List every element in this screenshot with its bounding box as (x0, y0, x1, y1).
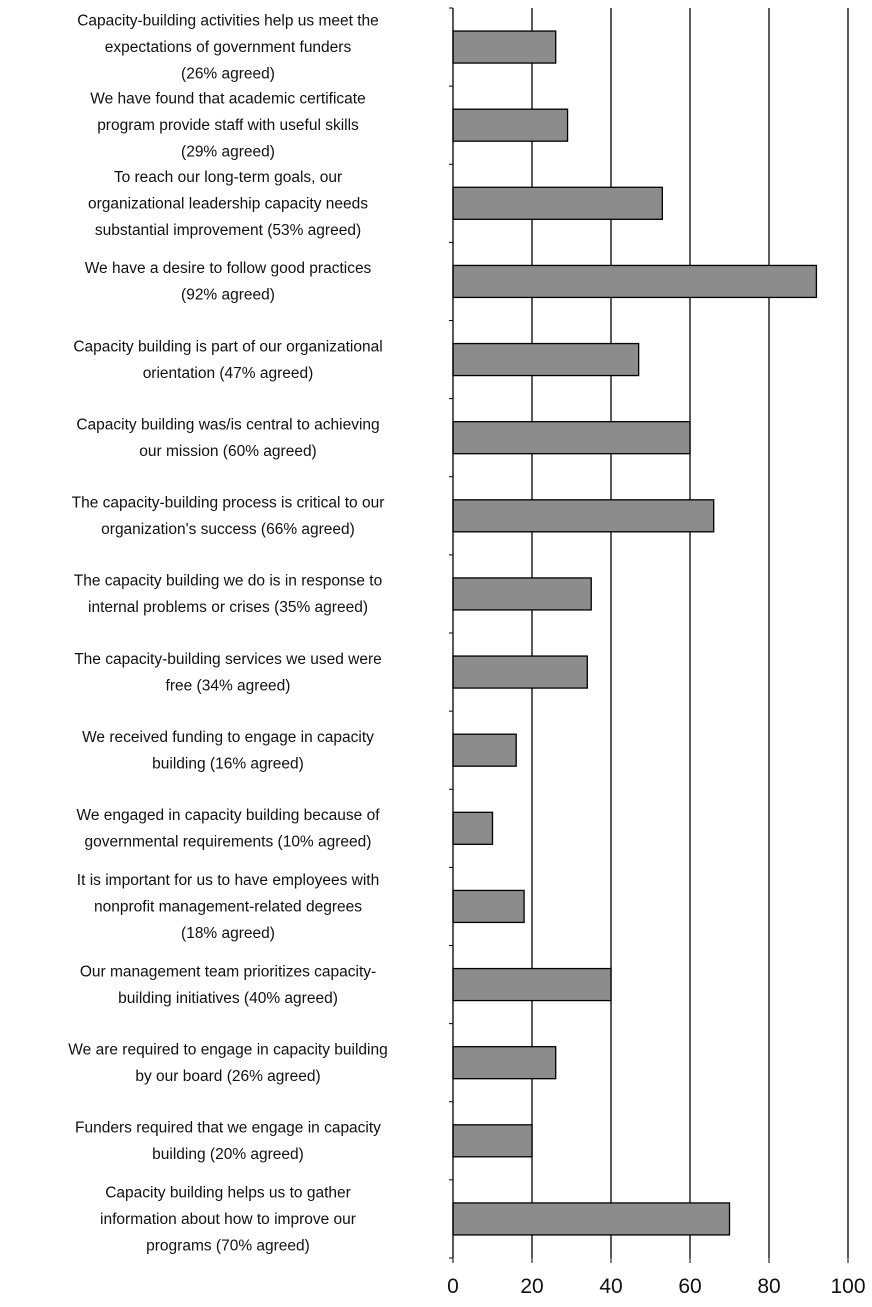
category-label-line: expectations of government funders (105, 39, 352, 56)
bar-3 (452, 186, 664, 220)
category-label-line: internal problems or crises (35% agreed) (88, 599, 368, 616)
category-label-15: Funders required that we engage in capac… (75, 1120, 381, 1164)
axes (449, 7, 849, 1263)
category-label-1: Capacity-building activities help us mee… (77, 13, 379, 83)
bar-13 (452, 967, 612, 1002)
bar-4 (452, 264, 818, 299)
category-label-line: by our board (26% agreed) (135, 1068, 320, 1085)
bar-1 (452, 30, 557, 64)
category-label-line: governmental requirements (10% agreed) (85, 834, 372, 851)
x-tick-label-100: 100 (830, 1275, 865, 1298)
bar-9 (452, 655, 588, 689)
category-label-line: (18% agreed) (181, 925, 275, 942)
category-label-11: We engaged in capacity building because … (76, 807, 380, 851)
bar-7 (452, 499, 715, 533)
category-label-line: Capacity building was/is central to achi… (76, 416, 379, 433)
category-label-line: building (16% agreed) (152, 755, 304, 772)
x-tick-label-20: 20 (520, 1275, 543, 1298)
category-label-line: We received funding to engage in capacit… (82, 729, 374, 746)
category-label-line: building (20% agreed) (152, 1146, 304, 1163)
category-label-line: substantial improvement (53% agreed) (95, 222, 361, 239)
bars (452, 30, 818, 1236)
category-label-line: free (34% agreed) (166, 677, 291, 694)
category-label-10: We received funding to engage in capacit… (82, 729, 374, 773)
category-label-line: Funders required that we engage in capac… (75, 1120, 381, 1137)
category-label-3: To reach our long-term goals, our organiz… (88, 169, 368, 239)
bar-12 (452, 889, 525, 924)
category-label-line: Capacity building is part of our organiz… (73, 338, 382, 355)
category-label-line: orientation (47% agreed) (143, 365, 314, 382)
category-label-line: information about how to improve our (100, 1211, 356, 1228)
category-label-line: (29% agreed) (181, 144, 275, 161)
category-label-8: The capacity building we do is in respon… (74, 573, 382, 617)
x-tick-label-80: 80 (757, 1275, 780, 1298)
category-label-5: Capacity building is part of our organiz… (73, 338, 382, 382)
category-label-line: Capacity-building activities help us mee… (77, 13, 379, 30)
category-label-line: program provide staff with useful skills (97, 117, 359, 134)
category-label-line: nonprofit management-related degrees (94, 898, 362, 915)
category-label-line: (26% agreed) (181, 66, 275, 83)
category-label-line: The capacity-building process is critica… (72, 495, 385, 512)
category-label-line: The capacity-building services we used w… (74, 651, 382, 668)
category-label-line: We have found that academic certificate (90, 91, 365, 108)
category-label-line: programs (70% agreed) (146, 1237, 310, 1254)
category-label-line: our mission (60% agreed) (139, 443, 316, 460)
category-label-12: It is important for us to have employees… (77, 872, 379, 942)
category-label-line: To reach our long-term goals, our (114, 169, 342, 186)
category-label-line: We engaged in capacity building because … (76, 807, 380, 824)
category-label-line: Capacity building helps us to gather (105, 1184, 351, 1201)
category-label-16: Capacity building helps us to gather info… (100, 1184, 356, 1254)
category-label-line: (92% agreed) (181, 287, 275, 304)
category-label-9: The capacity-building services we used w… (74, 651, 382, 695)
category-label-7: The capacity-building process is critica… (72, 495, 385, 539)
x-tick-label-0: 0 (447, 1275, 459, 1298)
bar-14 (452, 1046, 557, 1080)
x-tick-label-60: 60 (678, 1275, 701, 1298)
category-label-line: Our management team prioritizes capacity… (80, 963, 376, 980)
bar-5 (452, 342, 640, 377)
category-label-4: We have a desire to follow good practice… (85, 260, 372, 304)
bar-16 (452, 1202, 731, 1236)
category-label-line: We have a desire to follow good practice… (85, 260, 372, 277)
category-label-14: We are required to engage in capacity bu… (68, 1041, 387, 1085)
category-label-2: We have found that academic certificate p… (90, 91, 365, 161)
category-label-line: It is important for us to have employees… (77, 872, 379, 889)
bar-10 (452, 733, 517, 767)
category-label-line: organizational leadership capacity needs (88, 195, 368, 212)
category-labels: Capacity-building activities help us mee… (68, 13, 387, 1255)
bar-11 (452, 811, 494, 845)
category-label-line: The capacity building we do is in respon… (74, 573, 382, 590)
x-tick-labels: 0 20 40 60 80 100 (447, 1275, 865, 1298)
bar-6 (452, 421, 691, 455)
bar-15 (452, 1124, 533, 1158)
x-tick-label-40: 40 (599, 1275, 622, 1298)
category-label-line: building initiatives (40% agreed) (118, 990, 338, 1007)
bar-8 (452, 577, 592, 611)
category-label-13: Our management team prioritizes capacity… (80, 963, 376, 1007)
category-label-line: We are required to engage in capacity bu… (68, 1041, 387, 1058)
category-label-6: Capacity building was/is central to achi… (76, 416, 379, 460)
bar-2 (452, 108, 569, 142)
category-label-line: organization's success (66% agreed) (101, 521, 355, 538)
